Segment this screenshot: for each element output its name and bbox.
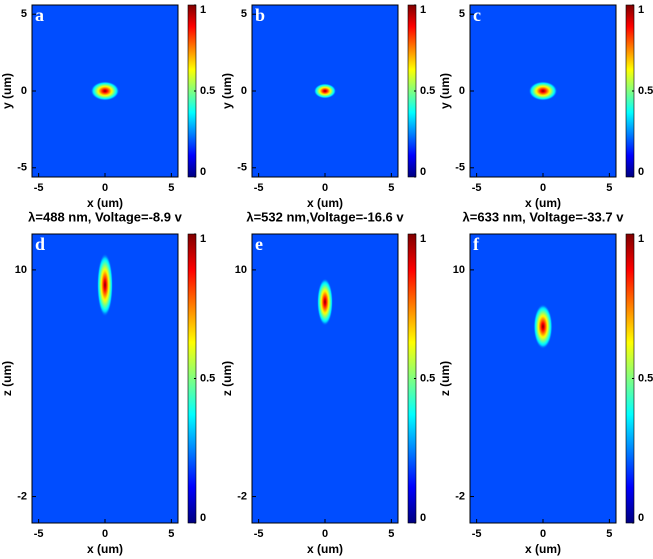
y-tick-label: 0 bbox=[459, 85, 465, 97]
colorbar-tick-label: 0 bbox=[420, 512, 426, 524]
y-axis-label: z (um) bbox=[220, 361, 234, 396]
y-axis-label: y (um) bbox=[220, 73, 234, 109]
y-tick-label: 5 bbox=[21, 8, 27, 20]
x-tick-label: 0 bbox=[102, 528, 108, 540]
y-tick-label: -2 bbox=[237, 490, 247, 502]
panel-title: λ=488 nm, Voltage=-8.9 v bbox=[28, 209, 182, 224]
y-tick-label: 0 bbox=[21, 85, 27, 97]
colorbar-tick-label: 1 bbox=[200, 4, 206, 16]
colorbar-tick-label: 0 bbox=[638, 166, 644, 178]
x-axis-label: x (um) bbox=[307, 542, 343, 556]
intensity-peak bbox=[313, 83, 337, 99]
panel-letter: e bbox=[255, 234, 263, 254]
x-axis-label: x (um) bbox=[87, 196, 123, 210]
colorbar-tick-label: 0 bbox=[200, 166, 206, 178]
x-tick-label: -5 bbox=[472, 528, 482, 540]
panel-letter: c bbox=[473, 5, 481, 25]
x-tick-label: 5 bbox=[168, 528, 174, 540]
y-axis-label: y (um) bbox=[438, 73, 452, 109]
colorbar-tick-label: 0.5 bbox=[638, 372, 653, 384]
colorbar-tick-label: 0.5 bbox=[420, 85, 435, 97]
y-tick-label: 10 bbox=[453, 264, 465, 276]
colorbar-tick-label: 0.5 bbox=[638, 85, 653, 97]
x-tick-label: 5 bbox=[168, 182, 174, 194]
panel-letter: f bbox=[473, 234, 480, 254]
colorbar-tick-label: 1 bbox=[200, 233, 206, 245]
x-tick-label: 5 bbox=[388, 182, 394, 194]
y-tick-label: -2 bbox=[17, 490, 27, 502]
y-tick-label: 5 bbox=[241, 8, 247, 20]
x-tick-label: 0 bbox=[540, 528, 546, 540]
colorbar-tick-label: 0 bbox=[638, 512, 644, 524]
x-tick-label: -5 bbox=[34, 528, 44, 540]
y-tick-label: 5 bbox=[459, 8, 465, 20]
y-tick-label: 10 bbox=[235, 264, 247, 276]
x-tick-label: 5 bbox=[388, 528, 394, 540]
colorbar-tick-label: 0.5 bbox=[200, 372, 215, 384]
panel-title: λ=532 nm,Voltage=-16.6 v bbox=[246, 209, 404, 224]
x-tick-label: 0 bbox=[102, 182, 108, 194]
y-axis-label: y (um) bbox=[0, 73, 14, 109]
intensity-peak bbox=[528, 81, 558, 101]
intensity-peak bbox=[533, 304, 553, 350]
intensity-peak bbox=[90, 81, 120, 101]
panel-letter: d bbox=[35, 234, 45, 254]
panel-letter: b bbox=[255, 5, 265, 25]
y-axis-label: z (um) bbox=[438, 361, 452, 396]
y-tick-label: -5 bbox=[237, 162, 247, 174]
y-tick-label: -5 bbox=[455, 162, 465, 174]
x-tick-label: 5 bbox=[606, 528, 612, 540]
colorbar-tick-label: 0 bbox=[420, 166, 426, 178]
colorbar-tick-label: 1 bbox=[638, 4, 644, 16]
panel-letter: a bbox=[35, 5, 44, 25]
y-tick-label: -2 bbox=[455, 490, 465, 502]
x-tick-label: 0 bbox=[322, 528, 328, 540]
intensity-peak bbox=[317, 278, 333, 326]
y-tick-label: 10 bbox=[15, 264, 27, 276]
y-tick-label: 0 bbox=[241, 85, 247, 97]
x-axis-label: x (um) bbox=[87, 542, 123, 556]
y-axis-label: z (um) bbox=[0, 361, 14, 396]
colorbar-tick-label: 1 bbox=[638, 233, 644, 245]
x-tick-label: -5 bbox=[472, 182, 482, 194]
x-tick-label: 0 bbox=[322, 182, 328, 194]
x-axis-label: x (um) bbox=[525, 542, 561, 556]
colorbar-tick-label: 0 bbox=[200, 512, 206, 524]
x-tick-label: -5 bbox=[34, 182, 44, 194]
colorbar-tick-label: 1 bbox=[420, 4, 426, 16]
x-axis-label: x (um) bbox=[307, 196, 343, 210]
x-tick-label: 0 bbox=[540, 182, 546, 194]
colorbar-tick-label: 1 bbox=[420, 233, 426, 245]
x-tick-label: -5 bbox=[254, 528, 264, 540]
heatmap-background bbox=[470, 234, 616, 523]
x-tick-label: 5 bbox=[606, 182, 612, 194]
panel-title: λ=633 nm, Voltage=-33.7 v bbox=[463, 209, 625, 224]
intensity-peak bbox=[97, 253, 113, 317]
heatmap-background bbox=[252, 234, 398, 523]
colorbar-tick-label: 0.5 bbox=[420, 372, 435, 384]
colorbar-tick-label: 0.5 bbox=[200, 85, 215, 97]
y-tick-label: -5 bbox=[17, 162, 27, 174]
x-axis-label: x (um) bbox=[525, 196, 561, 210]
x-tick-label: -5 bbox=[254, 182, 264, 194]
